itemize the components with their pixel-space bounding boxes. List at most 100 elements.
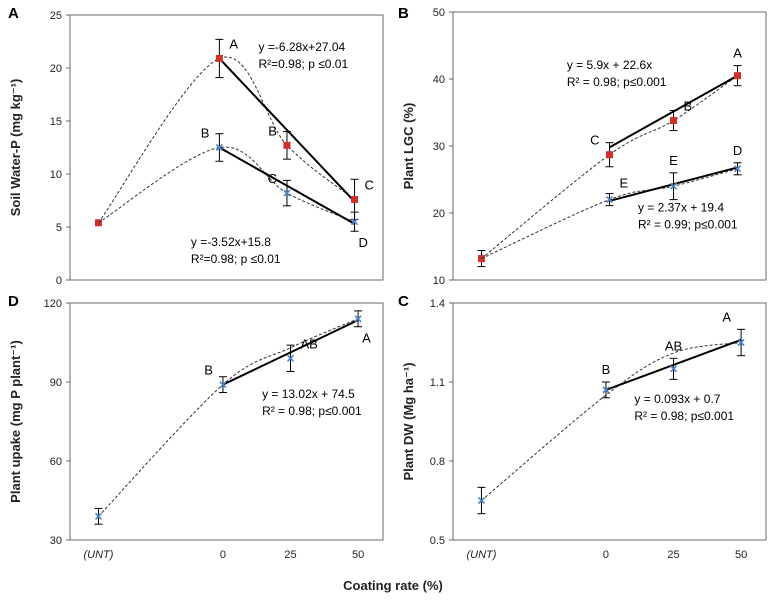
data-point: [669, 182, 678, 190]
y-tick-label: 0.5: [430, 535, 445, 547]
y-tick-label: 25: [50, 10, 62, 22]
regression-line: [218, 57, 356, 203]
data-point: [737, 338, 745, 347]
data-point: [605, 196, 614, 204]
trend-curve: [481, 75, 738, 259]
y-axis-label: Soil Water-P (mg kg⁻¹): [8, 79, 23, 217]
y-tick-label: 0.8: [430, 456, 445, 468]
series-blue: B AB A: [94, 310, 371, 525]
significance-letter: C: [590, 133, 599, 148]
x-axis-title: Coating rate (%): [343, 578, 443, 593]
significance-letter: A: [229, 36, 238, 51]
significance-letter: AB: [665, 338, 682, 353]
trend-curve: [98, 146, 355, 224]
significance-letter: A: [733, 46, 742, 61]
r-squared-text: R²=0.98; p ≤0.01: [191, 252, 281, 266]
y-axis-label: Plant LGC (%): [401, 103, 416, 190]
data-point: [477, 496, 486, 505]
equation-text: y =-6.28x+27.04: [259, 40, 346, 54]
y-tick-label: 40: [433, 74, 445, 86]
significance-letter: D: [733, 143, 742, 158]
y-tick-label: 0: [56, 275, 62, 287]
x-tick-label: 50: [352, 549, 364, 561]
y-tick-label: 1.1: [430, 377, 445, 389]
y-tick-label: 20: [50, 63, 62, 75]
y-tick-label: 15: [50, 116, 62, 128]
y-tick-label: 50: [433, 7, 445, 19]
panel-a: A 0 5 10 15 20 25 Soil Water-P (mg kg⁻¹) A B C B C Dy…: [8, 5, 384, 287]
equation-text: y = 5.9x + 22.6x: [567, 58, 652, 72]
significance-letter: C: [268, 171, 277, 186]
panel-c: C 0.5 0.8 1.1 1.4 Plant DW (Mg ha⁻¹) (UNT) 0 25 5…: [398, 293, 767, 561]
data-point: [215, 54, 223, 62]
panel-label: B: [398, 5, 409, 22]
significance-letter: B: [204, 363, 213, 378]
x-tick-label: (UNT): [466, 549, 496, 561]
r-squared-text: R² = 0.98; p≤0.001: [262, 404, 362, 418]
y-axis-label: Plant DW (Mg ha⁻¹): [401, 362, 416, 480]
data-point: [606, 151, 613, 159]
significance-letter: B: [201, 126, 210, 141]
significance-letter: A: [362, 331, 371, 346]
data-point: [733, 165, 742, 173]
x-tick-label: (UNT): [83, 549, 113, 561]
r-squared-text: R² = 0.99; p≤0.001: [638, 218, 738, 232]
significance-letter: AB: [301, 336, 318, 351]
trend-curve: [98, 318, 359, 517]
y-tick-label: 60: [50, 456, 62, 468]
significance-letter: B: [684, 99, 693, 114]
equation-text: y = 2.37x + 19.4: [638, 201, 724, 215]
panel-label: D: [8, 293, 19, 310]
y-tick-label: 20: [433, 208, 445, 220]
series-blue: B AB A: [477, 309, 746, 515]
data-point: [734, 72, 742, 80]
r-squared-text: R² = 0.98; p≤0.001: [634, 409, 734, 423]
significance-letter: E: [620, 176, 629, 191]
x-tick-label: 50: [735, 549, 747, 561]
x-tick-label: 25: [667, 549, 679, 561]
data-point: [219, 381, 227, 389]
y-tick-label: 90: [50, 377, 62, 389]
data-point: [670, 117, 678, 125]
y-tick-label: 30: [50, 535, 62, 547]
data-point: [602, 386, 610, 394]
x-tick-label: 25: [284, 549, 296, 561]
data-point: [354, 315, 362, 323]
series-blue: B C D: [98, 126, 368, 250]
panel-label: A: [8, 5, 19, 22]
significance-letter: B: [268, 123, 277, 138]
data-point: [286, 354, 295, 362]
series-blue: E E D: [481, 143, 742, 260]
r-squared-text: R² = 0.98; p≤0.001: [567, 75, 667, 89]
equation-text: y =-3.52x+15.8: [191, 235, 271, 249]
panel-b: B 10 20 30 40 50 Plant LGC (%) C B A E E Dy = 5.9x +…: [398, 5, 767, 287]
y-axis-label: Plant upake (mg P plant⁻¹): [8, 340, 23, 503]
y-tick-label: 10: [433, 275, 445, 287]
y-tick-label: 1.4: [430, 298, 445, 310]
data-point: [351, 195, 359, 203]
y-tick-label: 5: [56, 222, 62, 234]
data-point: [215, 143, 223, 152]
trend-curve: [481, 342, 742, 501]
y-tick-label: 120: [44, 298, 62, 310]
data-point: [669, 365, 678, 373]
plot-frame: [452, 302, 767, 541]
significance-letter: A: [722, 309, 731, 324]
data-point: [350, 218, 359, 226]
data-point: [283, 189, 291, 197]
significance-letter: C: [365, 177, 374, 192]
y-tick-label: 10: [50, 169, 62, 181]
r-squared-text: R²=0.98; p ≤0.01: [259, 57, 349, 71]
panel-label: C: [398, 293, 409, 310]
x-tick-label: 0: [603, 549, 609, 561]
x-tick-label: 0: [220, 549, 226, 561]
equation-text: y = 0.093x + 0.7: [634, 392, 720, 406]
data-point: [283, 141, 291, 149]
panel-d: D 30 60 90 120 Plant upake (mg P plant⁻¹) (UNT…: [8, 293, 384, 561]
significance-letter: E: [669, 153, 678, 168]
data-point: [94, 512, 103, 520]
equation-text: y = 13.02x + 74.5: [262, 387, 355, 401]
significance-letter: D: [359, 235, 368, 250]
y-tick-label: 30: [433, 141, 445, 153]
